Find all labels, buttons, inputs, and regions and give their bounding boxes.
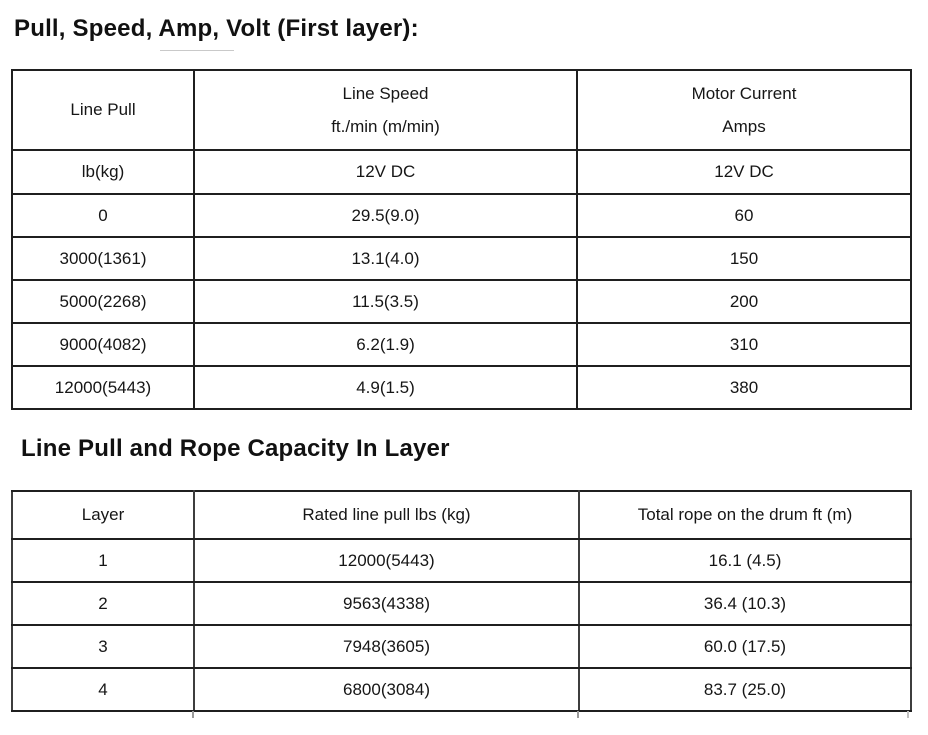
table-cell: 0 [11, 193, 195, 238]
pull-speed-amp-volt-table: Line Pull Line Speed ft./min (m/min) Mot… [11, 69, 912, 410]
table-cell: 60.0 (17.5) [578, 624, 912, 669]
cutoff-row-border-stub [192, 711, 194, 718]
column-header-line-speed-title: Line Speed [342, 84, 429, 103]
table-cell: 12V DC [576, 149, 912, 195]
column-header-line-speed: Line Speed ft./min (m/min) [193, 69, 578, 151]
table-header-row: Layer Rated line pull lbs (kg) Total rop… [11, 490, 912, 540]
rope-capacity-table: Layer Rated line pull lbs (kg) Total rop… [11, 490, 912, 712]
column-header-motor-current: Motor Current Amps [576, 69, 912, 151]
table-cell: 60 [576, 193, 912, 238]
table-cell: 29.5(9.0) [193, 193, 578, 238]
column-header-motor-current-title: Motor Current [691, 84, 797, 103]
column-header-motor-current-units: Amps [722, 117, 766, 136]
table-row: 2 9563(4338) 36.4 (10.3) [11, 581, 912, 626]
section-title-rope-capacity: Line Pull and Rope Capacity In Layer [21, 435, 450, 462]
scan-artifact-line [160, 50, 234, 51]
table-cell: 200 [576, 279, 912, 324]
table-row: 9000(4082) 6.2(1.9) 310 [11, 322, 912, 367]
column-header-line-pull: Line Pull [11, 69, 195, 151]
cutoff-row-border-stub [577, 711, 579, 718]
table-row: 0 29.5(9.0) 60 [11, 193, 912, 238]
table-cell: 9563(4338) [193, 581, 580, 626]
column-header-total-rope: Total rope on the drum ft (m) [578, 490, 912, 540]
table-header-row: Line Pull Line Speed ft./min (m/min) Mot… [11, 69, 912, 151]
table-cell: 9000(4082) [11, 322, 195, 367]
table-cell: 16.1 (4.5) [578, 538, 912, 583]
table-cell: 6800(3084) [193, 667, 580, 712]
table-cell: 4.9(1.5) [193, 365, 578, 410]
table-cell: 2 [11, 581, 195, 626]
table-cell: 3000(1361) [11, 236, 195, 281]
table-cell: 4 [11, 667, 195, 712]
table-unit-row: lb(kg) 12V DC 12V DC [11, 149, 912, 195]
table-row: 3000(1361) 13.1(4.0) 150 [11, 236, 912, 281]
table-cell: 11.5(3.5) [193, 279, 578, 324]
table-cell: 12000(5443) [193, 538, 580, 583]
table-cell: lb(kg) [11, 149, 195, 195]
column-header-rated-line-pull: Rated line pull lbs (kg) [193, 490, 580, 540]
table-row: 12000(5443) 4.9(1.5) 380 [11, 365, 912, 410]
table-row: 4 6800(3084) 83.7 (25.0) [11, 667, 912, 712]
column-header-layer: Layer [11, 490, 195, 540]
table-cell: 1 [11, 538, 195, 583]
column-header-line-speed-units: ft./min (m/min) [331, 117, 440, 136]
table-cell: 310 [576, 322, 912, 367]
table-cell: 12000(5443) [11, 365, 195, 410]
table-row: 5000(2268) 11.5(3.5) 200 [11, 279, 912, 324]
table-cell: 7948(3605) [193, 624, 580, 669]
section-title-pull-speed-amp-volt: Pull, Speed, Amp, Volt (First layer): [14, 15, 419, 42]
table-cell: 83.7 (25.0) [578, 667, 912, 712]
table-cell: 13.1(4.0) [193, 236, 578, 281]
table-cell: 380 [576, 365, 912, 410]
table-cell: 12V DC [193, 149, 578, 195]
table-row: 1 12000(5443) 16.1 (4.5) [11, 538, 912, 583]
cutoff-row-border-stub [907, 711, 909, 718]
table-cell: 36.4 (10.3) [578, 581, 912, 626]
table-cell: 5000(2268) [11, 279, 195, 324]
table-cell: 3 [11, 624, 195, 669]
table-cell: 6.2(1.9) [193, 322, 578, 367]
table-cell: 150 [576, 236, 912, 281]
table-row: 3 7948(3605) 60.0 (17.5) [11, 624, 912, 669]
